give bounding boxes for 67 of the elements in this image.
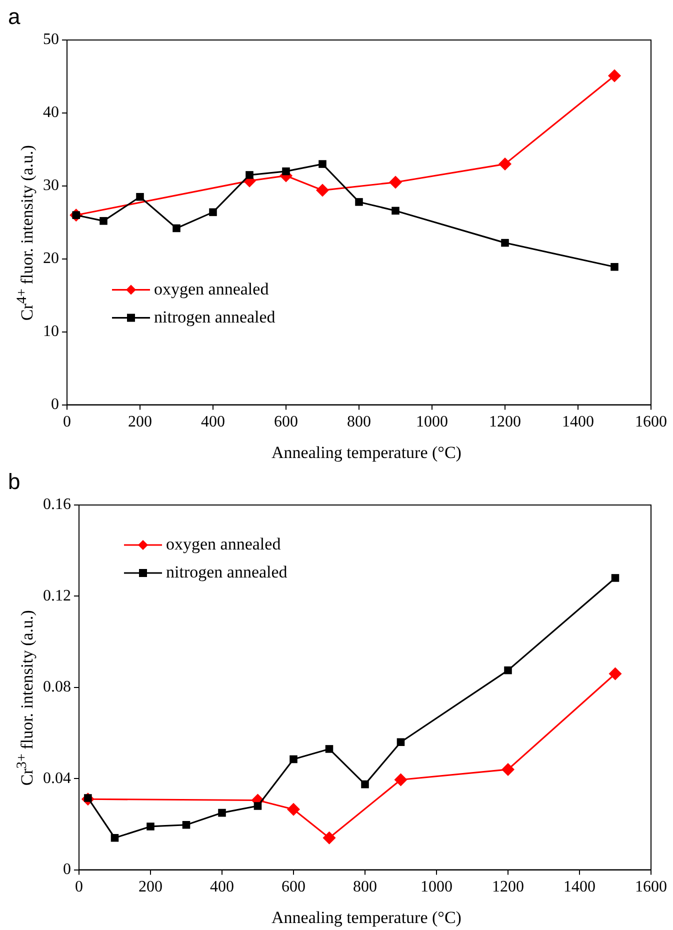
x-tick-label: 400 [201, 414, 225, 431]
y-tick-label: 0.16 [43, 496, 71, 514]
x-tick-label: 1600 [635, 414, 667, 431]
x-axis-title: Annealing temperature (°C) [270, 443, 462, 463]
text: a [8, 4, 20, 30]
point [282, 167, 290, 176]
x-axis-title: Annealing temperature (°C) [270, 908, 462, 928]
point [209, 208, 217, 216]
point [389, 176, 402, 189]
point [136, 192, 144, 201]
x-tick-label: 400 [210, 878, 234, 896]
point [316, 184, 329, 197]
point [318, 160, 326, 168]
x-tick-label: 1000 [420, 878, 452, 896]
point [110, 834, 119, 842]
point [218, 808, 226, 817]
legend-label: oxygen annealed [166, 534, 282, 554]
point [172, 224, 180, 232]
point [501, 238, 509, 247]
point [325, 745, 334, 753]
x-tick-label: 600 [274, 414, 298, 431]
y-tick-label: 0.08 [43, 678, 71, 696]
point [608, 667, 622, 680]
legend-label: oxygen annealed [154, 279, 270, 298]
point [504, 666, 512, 674]
x-tick-label: 1400 [564, 878, 596, 896]
x-tick-label: 1200 [489, 414, 521, 431]
x-tick-label: 0 [75, 878, 83, 896]
text: b [8, 469, 20, 495]
x-tick-label: 800 [347, 414, 371, 431]
point [608, 69, 621, 82]
y-tick-label: 10 [43, 323, 59, 340]
x-tick-label: 200 [128, 414, 152, 431]
point [182, 820, 190, 829]
point [355, 198, 363, 206]
point [498, 158, 512, 171]
point [146, 822, 154, 830]
y-tick-label: 0.04 [43, 770, 71, 787]
point [611, 574, 620, 582]
point [290, 755, 298, 764]
y-tick-label: 0 [51, 396, 59, 414]
point [322, 831, 336, 844]
point [396, 738, 405, 746]
point [254, 802, 262, 810]
x-tick-label: 1200 [492, 878, 524, 896]
point [287, 802, 300, 816]
y-tick-label: 0.12 [43, 587, 71, 604]
y-tick-label: 30 [43, 177, 59, 194]
legend-label: nitrogen annealed [166, 562, 288, 582]
legend-label: nitrogen annealed [154, 307, 276, 326]
point [246, 171, 254, 179]
point [502, 762, 514, 776]
y-tick-label: 50 [43, 31, 59, 48]
x-tick-label: 600 [282, 878, 306, 896]
point [610, 263, 618, 271]
y-tick-label: 0 [63, 861, 71, 878]
x-tick-label: 200 [138, 878, 162, 896]
x-tick-label: 1400 [562, 414, 594, 431]
x-tick-label: 1600 [635, 878, 667, 896]
y-tick-label: 40 [43, 104, 59, 122]
point [394, 773, 408, 786]
point [361, 780, 369, 788]
x-tick-label: 1000 [416, 414, 448, 431]
point [392, 206, 400, 215]
x-tick-label: 800 [353, 878, 377, 896]
y-tick-label: 20 [43, 250, 59, 268]
point [100, 217, 108, 225]
